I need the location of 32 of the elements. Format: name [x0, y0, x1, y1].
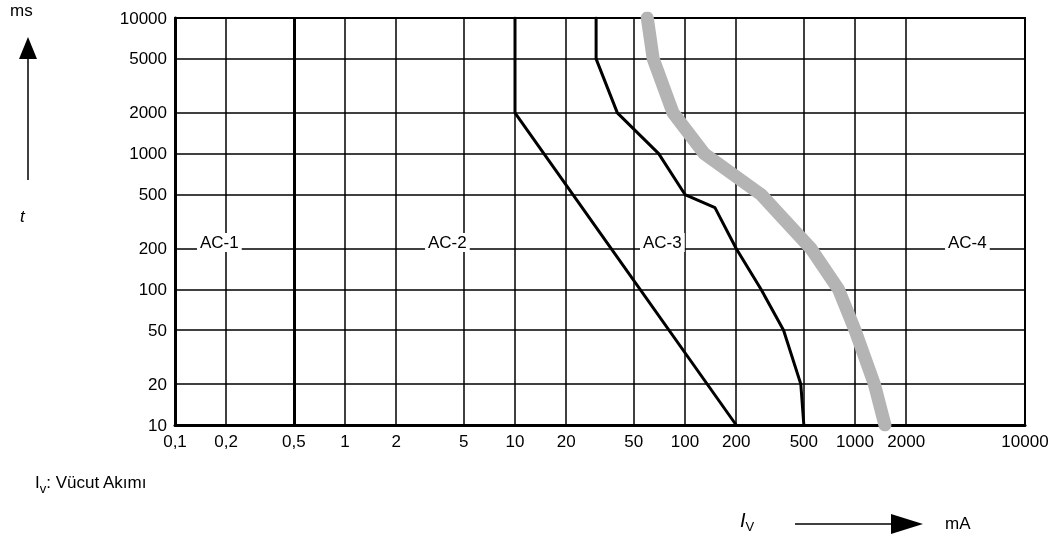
x-tick-label: 5 [459, 432, 469, 451]
x-tick-label: 2 [391, 432, 401, 451]
y-tick-label: 50 [148, 320, 167, 340]
x-tick-label: 500 [789, 432, 819, 451]
annotation: AC-3 [643, 233, 682, 252]
text: mA [945, 514, 972, 533]
x-tick-label: 0,1 [163, 432, 187, 451]
text: t [20, 207, 26, 226]
x-tick-label: 1000 [836, 432, 874, 451]
y-tick-label: 10000 [119, 8, 167, 28]
y-tick-label: 100 [138, 279, 167, 299]
annotation: AC-1 [200, 233, 239, 252]
x-tick-label: 10000 [1001, 432, 1049, 451]
y-tick-label: 10 [148, 415, 167, 435]
y-tick-label: 20 [148, 374, 167, 394]
y-tick-label: 1000 [129, 144, 167, 164]
x-tick-label: 0,5 [282, 432, 306, 451]
x-tick-label: 100 [670, 432, 700, 451]
x-tick-label: 50 [624, 432, 644, 451]
x-tick-label: 20 [556, 432, 576, 451]
y-tick-label: 5000 [129, 49, 167, 69]
x-tick-label: 200 [721, 432, 751, 451]
x-tick-label: 0,2 [214, 432, 238, 451]
annotation: AC-2 [428, 233, 467, 252]
text: ms [10, 1, 33, 20]
x-tick-label: 1 [340, 432, 350, 451]
y-tick-label: 2000 [129, 103, 167, 123]
annotation: AC-4 [948, 233, 987, 252]
y-tick-label: 200 [138, 238, 167, 258]
x-tick-label: 10 [505, 432, 525, 451]
x-tick-label: 2000 [887, 432, 926, 451]
y-tick-label: 500 [138, 185, 167, 205]
